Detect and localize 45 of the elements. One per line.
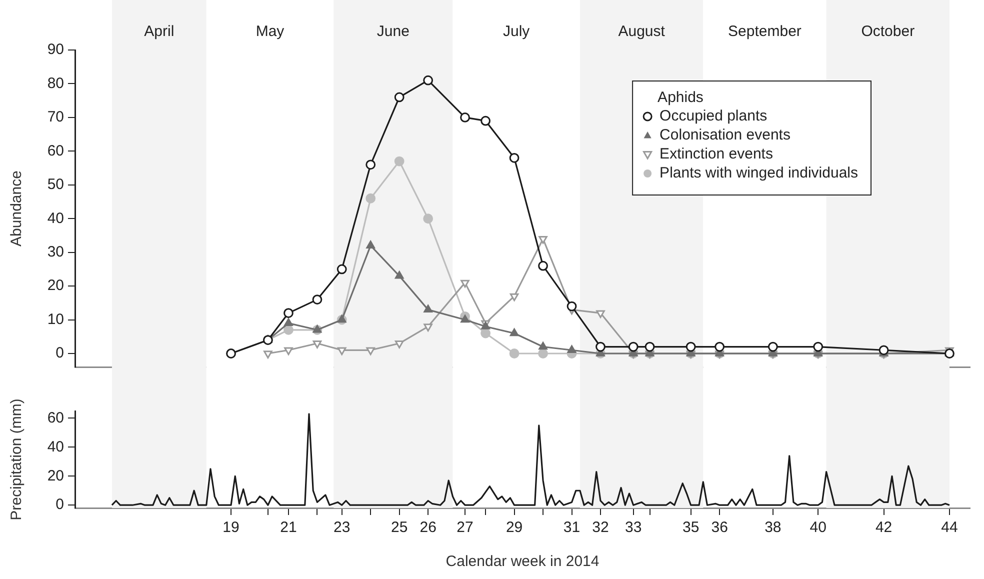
band-label: April bbox=[144, 23, 174, 40]
band-label: September bbox=[728, 23, 802, 40]
x-tick-label: 21 bbox=[280, 519, 297, 536]
y-tick-label: 90 bbox=[47, 41, 64, 58]
legend-label: Colonisation events bbox=[660, 126, 790, 144]
y-tick-label: 30 bbox=[47, 243, 64, 260]
x-tick-label: 29 bbox=[506, 519, 523, 536]
legend-title: Aphids bbox=[658, 89, 704, 106]
y-tick-label: 40 bbox=[47, 210, 64, 227]
x-tick-label: 31 bbox=[563, 519, 580, 536]
y-tick-label: 10 bbox=[47, 310, 64, 328]
y-tick-label: 80 bbox=[47, 74, 64, 92]
y-tick-label: 70 bbox=[47, 108, 64, 126]
y-tick-label: 60 bbox=[47, 142, 64, 160]
legend-label: Extinction events bbox=[660, 146, 773, 163]
x-tick-label: 23 bbox=[334, 519, 350, 536]
x-tick-label: 27 bbox=[456, 519, 474, 536]
y-tick-label: 0 bbox=[56, 344, 64, 362]
legend-label: Plants with winged individuals bbox=[660, 164, 858, 182]
y-axis-title: Precipitation (mm) bbox=[8, 398, 26, 520]
band-label: July bbox=[503, 23, 530, 40]
band-label: June bbox=[376, 23, 410, 40]
x-tick-label: 42 bbox=[875, 519, 892, 536]
y-tick-label: 0 bbox=[56, 496, 64, 514]
y-tick-label: 50 bbox=[47, 176, 64, 194]
x-tick-label: 19 bbox=[222, 519, 240, 536]
band-label: August bbox=[618, 23, 666, 40]
y-tick-label: 20 bbox=[47, 467, 64, 484]
x-tick-label: 36 bbox=[711, 519, 728, 536]
x-tick-label: 33 bbox=[625, 519, 642, 536]
band-label: May bbox=[256, 23, 285, 40]
x-tick-label: 40 bbox=[810, 519, 826, 536]
x-tick-label: 26 bbox=[420, 519, 436, 536]
y-axis-title: Abundance bbox=[8, 170, 26, 246]
x-axis-title: Calendar week in 2014 bbox=[446, 553, 600, 570]
legend-label: Occupied plants bbox=[660, 108, 768, 125]
y-tick-label: 20 bbox=[47, 277, 64, 294]
x-tick-label: 44 bbox=[941, 519, 958, 536]
y-tick-label: 60 bbox=[47, 409, 64, 426]
band-label: October bbox=[861, 23, 915, 40]
x-tick-label: 25 bbox=[390, 519, 408, 536]
x-tick-label: 32 bbox=[592, 519, 609, 536]
y-tick-label: 40 bbox=[47, 438, 64, 456]
x-tick-label: 35 bbox=[682, 519, 700, 536]
x-tick-label: 38 bbox=[764, 519, 782, 536]
